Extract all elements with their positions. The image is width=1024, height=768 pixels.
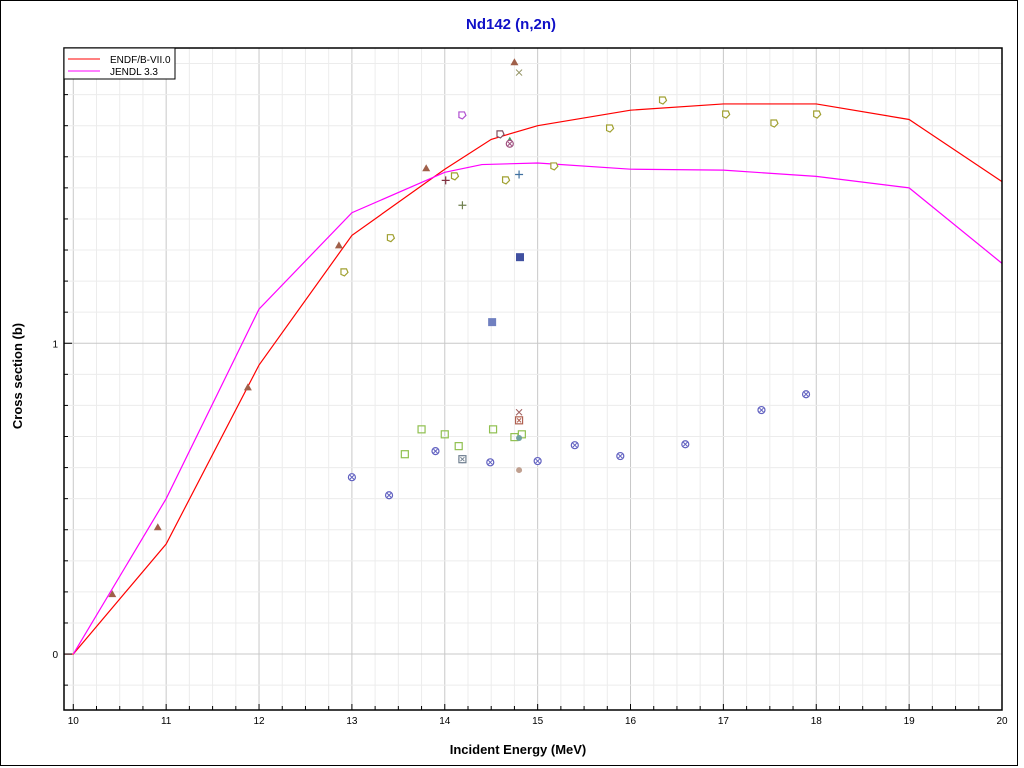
data-point-triangle <box>510 58 519 66</box>
x-mark <box>433 448 438 454</box>
data-point-pentagon <box>813 110 822 119</box>
data-point-triangle <box>243 383 252 391</box>
y-axis-label: Cross section (b) <box>10 323 25 429</box>
data-point-circlex <box>801 390 811 399</box>
data-point-squarex <box>514 416 524 425</box>
data-point-squarex <box>458 455 467 464</box>
legend: ENDF/B-VII.0 JENDL 3.3 <box>63 47 176 80</box>
evaluated-curves <box>64 103 1003 655</box>
data-point-pentagon <box>496 130 505 139</box>
data-point-circlex <box>431 447 440 456</box>
chart-title: Nd142 (n,2n) <box>466 16 556 33</box>
x-tick-label: 14 <box>439 716 451 727</box>
data-point-x <box>515 69 523 76</box>
data-point-square <box>454 442 463 451</box>
x-tick-label: 10 <box>68 716 80 727</box>
data-point-triangle <box>422 164 431 172</box>
x-mark <box>803 391 809 397</box>
data-point-pentagon <box>458 111 467 120</box>
x-tick-label: 12 <box>253 716 265 727</box>
x-tick-label: 13 <box>346 716 358 727</box>
data-point-triangle <box>334 241 343 249</box>
x-mark <box>507 141 513 147</box>
y-tick-label: 0 <box>52 650 58 661</box>
data-point-pentagon <box>605 124 615 133</box>
x-tick-label: 15 <box>532 716 544 727</box>
data-point-pentagon <box>550 162 559 171</box>
data-point-square <box>488 425 498 434</box>
x-tick-label: 19 <box>904 716 916 727</box>
x-mark <box>572 442 578 448</box>
x-mark <box>535 458 540 464</box>
series-line-jendl-3-3 <box>72 162 1003 655</box>
x-mark <box>759 407 764 413</box>
data-point-circlex <box>533 456 542 466</box>
x-axis-label: Incident Energy (MeV) <box>450 742 587 757</box>
grid <box>64 48 1003 710</box>
y-tick-label: 1 <box>52 339 58 350</box>
data-point-plus <box>441 176 450 185</box>
legend-label-jendl: JENDL 3.3 <box>110 67 158 78</box>
data-point-square <box>440 430 449 439</box>
data-point-pentagon <box>501 176 511 185</box>
x-tick-label: 16 <box>625 716 637 727</box>
x-mark <box>386 492 392 498</box>
data-point-circlex <box>505 139 514 148</box>
x-tick-label: 20 <box>996 716 1008 727</box>
data-point-pentagon <box>386 234 396 243</box>
series-line-endf-b-vii-0 <box>64 103 1003 655</box>
data-point-pentagon <box>340 268 349 277</box>
legend-label-endf: ENDF/B-VII.0 <box>110 55 171 66</box>
data-point-dot <box>516 467 523 474</box>
data-point-circlex <box>616 451 625 461</box>
data-point-pentagon <box>722 110 731 119</box>
data-point-filledsquare <box>488 318 497 327</box>
x-tick-label: 18 <box>811 716 823 727</box>
data-point-x <box>515 408 523 416</box>
data-point-pentagon <box>658 96 668 105</box>
x-mark <box>349 474 355 480</box>
data-point-circlex <box>681 440 690 449</box>
data-point-dot <box>516 435 523 442</box>
data-point-pentagon <box>450 172 460 181</box>
data-point-square <box>400 450 409 459</box>
x-tick-label: 11 <box>161 716 172 727</box>
plot-area <box>63 47 1003 711</box>
x-mark <box>516 417 522 423</box>
data-point-circlex <box>570 441 579 450</box>
axis-ticks: 10 11 12 13 14 15 16 17 18 19 20 0 1 <box>52 63 1008 727</box>
data-point-pentagon <box>770 119 779 128</box>
data-point-triangle <box>108 590 117 598</box>
data-point-circlex <box>347 473 357 482</box>
data-point-plus <box>515 170 524 179</box>
data-point-circlex <box>486 458 495 467</box>
x-tick-label: 17 <box>718 716 730 727</box>
data-point-triangle <box>153 523 162 531</box>
data-point-circlex <box>384 491 394 500</box>
experimental-points <box>108 58 822 598</box>
data-point-square <box>417 425 426 434</box>
data-point-circlex <box>757 405 766 415</box>
x-mark <box>617 453 623 459</box>
data-point-filledsquare <box>515 253 524 262</box>
x-mark <box>460 456 465 462</box>
x-mark <box>682 441 688 447</box>
x-mark <box>487 459 493 465</box>
data-point-plus <box>458 201 467 210</box>
